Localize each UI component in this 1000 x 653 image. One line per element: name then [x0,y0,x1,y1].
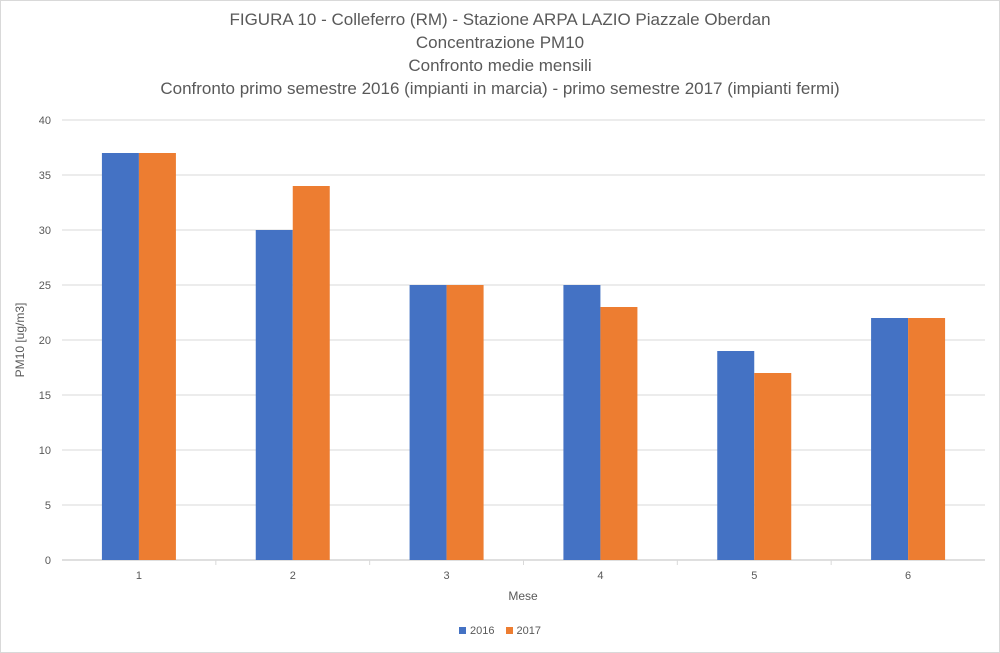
y-tick-label: 40 [39,115,51,127]
bar-2016-month-5 [717,351,755,560]
legend-item-2017: 2017 [505,624,542,638]
bar-2016-month-1 [101,153,139,560]
y-tick-label: 5 [45,500,51,512]
title-line-4: Confronto primo semestre 2016 (impianti … [160,79,840,98]
bar-2017-month-2 [292,186,330,560]
y-tick-labels: 0 5 10 15 20 25 30 35 40 [39,115,51,567]
legend-item-2016: 2016 [458,624,495,638]
x-tick-label: 4 [597,570,603,582]
title-line-2: Concentrazione PM10 [415,33,585,52]
x-tick-label: 3 [444,570,450,582]
y-tick-label: 10 [39,445,51,457]
gridlines [62,119,985,565]
x-tick-label: 5 [751,570,757,582]
bar-2017-month-3 [446,285,484,560]
chart-title: FIGURA 10 - Colleferro (RM) - Stazione A… [0,8,1000,100]
legend-label-2016: 2016 [469,625,495,637]
bar-2017-month-5 [754,373,792,560]
y-tick-label: 15 [39,390,51,402]
legend: 2016 2017 [0,624,1000,638]
bar-2017-month-6 [908,318,946,560]
y-axis-label: PM10 [ug/m3] [13,303,27,378]
x-tick-label: 2 [290,570,296,582]
legend-swatch-2016 [458,627,466,634]
y-tick-label: 20 [39,335,51,347]
y-tick-label: 35 [39,170,51,182]
legend-swatch-2017 [505,627,513,634]
title-line-1: FIGURA 10 - Colleferro (RM) - Stazione A… [229,10,771,29]
bar-2016-month-2 [255,230,293,560]
bar-2016-month-3 [409,285,447,560]
bar-2017-month-4 [600,307,638,560]
bar-2016-month-4 [563,285,601,560]
x-tick-label: 1 [136,570,142,582]
legend-label-2017: 2017 [516,625,542,637]
bar-2017-month-1 [138,153,176,560]
y-tick-label: 25 [39,280,51,292]
y-tick-label: 0 [45,555,51,567]
title-line-3: Confronto medie mensili [408,56,592,75]
y-tick-label: 30 [39,225,51,237]
x-tick-labels: 1 2 3 4 5 6 [136,570,911,582]
x-axis-label: Mese [508,589,538,603]
x-tick-label: 6 [905,570,911,582]
bars [101,153,946,560]
bar-2016-month-6 [871,318,909,560]
